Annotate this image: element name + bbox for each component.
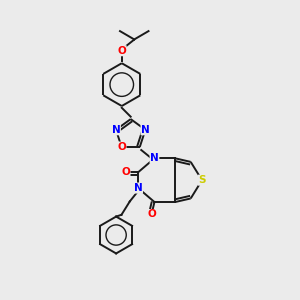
Text: N: N [112,125,120,135]
Text: O: O [117,142,126,152]
Text: O: O [117,46,126,56]
Text: N: N [134,183,142,193]
Text: O: O [147,209,156,220]
Text: N: N [150,153,159,163]
Text: S: S [198,175,206,185]
Text: O: O [121,167,130,177]
Text: N: N [141,125,150,135]
